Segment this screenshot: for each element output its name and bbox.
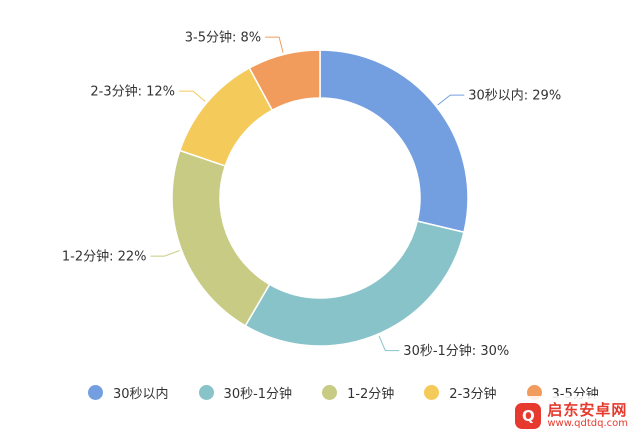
slice-label: 30秒以内: 29% <box>468 88 561 104</box>
slice-30s-1m[interactable] <box>244 220 465 347</box>
slice-label: 2-3分钟: 12% <box>90 84 175 100</box>
legend-marker <box>198 384 214 400</box>
watermark-url: www.qdtdq.com <box>547 417 628 429</box>
watermark-logo-icon: Q <box>515 403 542 429</box>
legend-marker <box>88 384 103 400</box>
legend-item-30s-1m[interactable]: 30秒-1分钟 <box>198 383 293 402</box>
legend-marker <box>424 384 440 400</box>
watermark-name: 启东安卓网 <box>547 400 628 419</box>
leader-line <box>179 90 206 102</box>
slice-3-5m[interactable] <box>248 49 321 112</box>
legend-label: 1-2分钟 <box>347 386 395 402</box>
leader-line <box>437 94 465 106</box>
slice-1-2m[interactable] <box>171 149 271 327</box>
legend-label: 30秒-1分钟 <box>223 386 293 402</box>
slice-30s[interactable] <box>319 49 469 234</box>
legend-item-2-3m[interactable]: 2-3分钟 <box>424 383 497 402</box>
leader-line <box>150 250 180 257</box>
slice-label: 30秒-1分钟: 30% <box>403 343 509 359</box>
legend: 30秒以内 30秒-1分钟 1-2分钟 2-3分钟 3-5分钟 <box>88 380 629 404</box>
legend-label: 2-3分钟 <box>449 386 497 402</box>
legend-label: 30秒以内 <box>113 386 169 402</box>
slice-label: 3-5分钟: 8% <box>185 30 261 46</box>
slice-label: 1-2分钟: 22% <box>62 249 147 265</box>
legend-marker <box>322 384 338 400</box>
legend-item-30s[interactable]: 30秒以内 <box>88 383 169 402</box>
leader-line <box>378 335 400 352</box>
watermark: Q 启东安卓网 www.qdtdq.com <box>509 396 634 436</box>
legend-marker <box>526 384 542 400</box>
legend-item-1-2m[interactable]: 1-2分钟 <box>322 383 394 402</box>
leader-line <box>265 36 284 53</box>
